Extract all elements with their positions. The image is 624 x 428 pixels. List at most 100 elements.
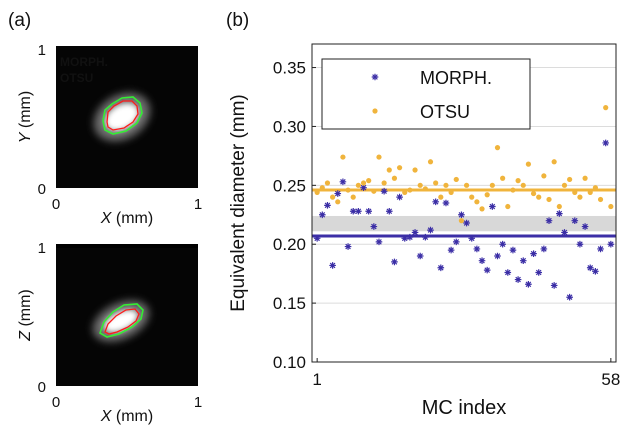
morph-point bbox=[349, 207, 357, 215]
bottom-xtick-1: 1 bbox=[194, 394, 202, 411]
otsu-point bbox=[376, 154, 382, 160]
legend-morph-marker bbox=[371, 73, 379, 81]
otsu-point bbox=[412, 167, 418, 173]
otsu-point bbox=[335, 199, 341, 205]
top-ylabel-var: Y bbox=[17, 131, 34, 143]
top-xtick-0: 0 bbox=[52, 196, 60, 213]
morph-point bbox=[478, 257, 486, 265]
morph-point bbox=[540, 245, 548, 253]
morph-point bbox=[360, 184, 367, 191]
top-otsu-contour bbox=[102, 96, 143, 135]
otsu-point bbox=[340, 154, 346, 160]
mean-lines bbox=[312, 188, 616, 238]
bottom-image-top-border bbox=[56, 244, 198, 248]
top-ylabel-unit: (mm) bbox=[17, 91, 34, 133]
otsu-point bbox=[438, 194, 444, 200]
y-tick-label: 0.25 bbox=[273, 176, 306, 195]
otsu-point bbox=[453, 176, 459, 183]
otsu-point bbox=[505, 203, 511, 210]
morph-point bbox=[483, 266, 491, 274]
morph-point bbox=[375, 238, 383, 246]
x-tick-labels: 1 58 bbox=[312, 358, 620, 389]
otsu-point bbox=[396, 165, 403, 171]
top-xlabel-unit: (mm) bbox=[111, 210, 153, 227]
otsu-point bbox=[572, 189, 578, 195]
bottom-ytick-1: 1 bbox=[38, 240, 46, 257]
morph-point bbox=[313, 235, 321, 242]
legend-morph-text: MORPH. bbox=[420, 68, 492, 88]
otsu-point bbox=[577, 194, 583, 200]
top-image-panel: MORPH. OTSU 1 0 0 1 X (mm) Y (mm) bbox=[17, 42, 202, 227]
bottom-morph-contour bbox=[104, 308, 140, 335]
morph-point bbox=[401, 235, 409, 242]
morph-point bbox=[432, 198, 439, 206]
otsu-point bbox=[360, 180, 367, 186]
morph-point bbox=[499, 240, 506, 248]
plot-frame bbox=[311, 43, 617, 363]
morph-point bbox=[355, 207, 362, 215]
morph-point bbox=[447, 246, 455, 254]
legend-otsu-marker bbox=[372, 108, 378, 114]
otsu-point bbox=[314, 189, 320, 195]
panel-b-label: (b) bbox=[226, 10, 249, 31]
y-tick-labels: 0.10 0.15 0.20 0.25 0.30 0.35 bbox=[273, 59, 316, 372]
otsu-point bbox=[443, 182, 449, 188]
morph-point bbox=[473, 245, 481, 253]
bottom-ytick-0: 0 bbox=[38, 379, 46, 396]
otsu-point bbox=[417, 182, 423, 188]
bottom-xlabel-unit: (mm) bbox=[111, 408, 153, 425]
otsu-point bbox=[448, 189, 454, 195]
otsu-point bbox=[597, 196, 604, 203]
morph-point bbox=[319, 211, 326, 219]
morph-point bbox=[597, 245, 604, 253]
morph-point bbox=[365, 207, 372, 215]
otsu-point bbox=[345, 187, 351, 193]
morph-point bbox=[509, 246, 517, 254]
top-ylabel: Y (mm) bbox=[17, 91, 34, 143]
otsu-point bbox=[608, 203, 614, 210]
otsu-point bbox=[530, 190, 537, 197]
y-tick-label: 0.35 bbox=[273, 59, 306, 78]
morph-point bbox=[494, 252, 501, 260]
y-tick-label: 0.15 bbox=[273, 294, 306, 313]
otsu-point bbox=[525, 161, 532, 167]
otsu-point bbox=[386, 167, 392, 173]
morph-point bbox=[519, 257, 527, 265]
legend-otsu-text: OTSU bbox=[420, 102, 470, 122]
otsu-point bbox=[567, 176, 573, 183]
otsu-point bbox=[422, 186, 428, 192]
otsu-point bbox=[381, 180, 387, 186]
otsu-point bbox=[463, 182, 470, 188]
morph-point bbox=[463, 219, 470, 227]
morph-point bbox=[571, 217, 579, 224]
morph-point bbox=[602, 139, 609, 147]
otsu-point bbox=[355, 182, 361, 188]
chart-legend: MORPH. OTSU bbox=[321, 58, 531, 130]
y-tick-label: 0.20 bbox=[273, 235, 306, 254]
morph-point bbox=[566, 293, 573, 301]
otsu-point bbox=[541, 173, 547, 179]
otsu-point bbox=[592, 185, 598, 191]
morph-point bbox=[452, 238, 460, 246]
bottom-xlabel: X (mm) bbox=[100, 408, 153, 425]
otsu-point bbox=[433, 180, 439, 186]
otsu-point bbox=[494, 145, 501, 151]
legend-box bbox=[321, 58, 531, 130]
scatter-chart: 0.10 0.15 0.20 0.25 0.30 0.35 1 58 MC index Eq… bbox=[228, 43, 620, 419]
legend-morph-label: MORPH. bbox=[60, 55, 108, 69]
top-morph-contour bbox=[106, 100, 139, 131]
otsu-point bbox=[350, 194, 356, 200]
otsu-point bbox=[556, 203, 562, 210]
top-ytick-1: 1 bbox=[38, 42, 46, 59]
morph-point bbox=[556, 210, 563, 217]
morph-point bbox=[344, 243, 352, 250]
top-xlabel-var: X bbox=[100, 210, 113, 227]
x-tick-label: 58 bbox=[601, 370, 620, 389]
legend-otsu-label: OTSU bbox=[60, 71, 93, 85]
otsu-point bbox=[551, 159, 557, 165]
data-points bbox=[313, 105, 615, 301]
morph-point bbox=[586, 264, 594, 272]
morph-point bbox=[607, 240, 615, 248]
otsu-point bbox=[371, 188, 377, 194]
